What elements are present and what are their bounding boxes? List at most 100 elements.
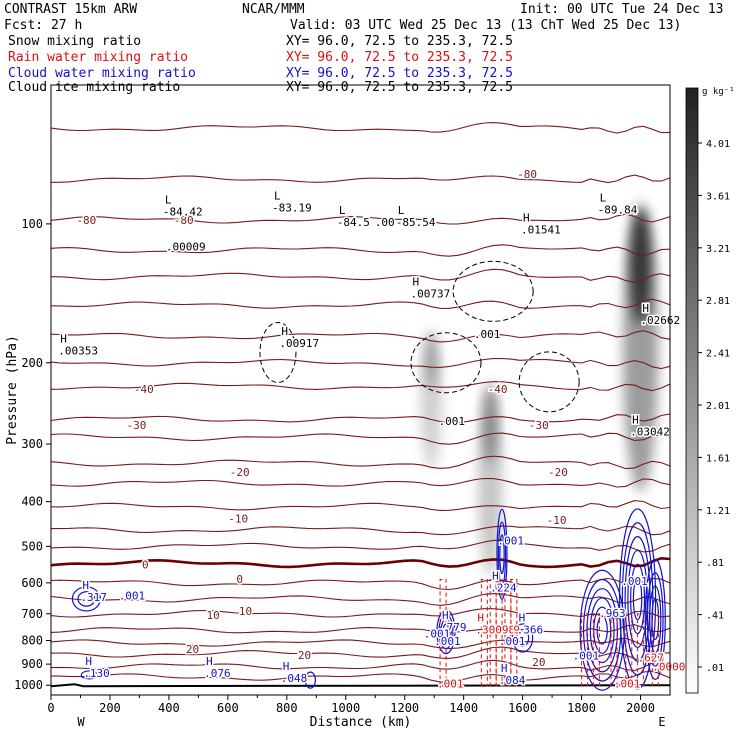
cloud-water-contour-8-0	[80, 670, 98, 680]
isotherm-label-13: 10	[206, 609, 219, 622]
isotherm-label-11: 0	[142, 559, 149, 572]
y-tick-label-6: 700	[21, 607, 43, 621]
colorbar-unit: g kg⁻¹	[702, 87, 735, 97]
x-tick-label-2: 400	[158, 701, 180, 715]
cloud-water-contours	[71, 508, 666, 691]
isotherm-line-16	[50, 556, 671, 569]
rain-contour-7	[592, 613, 600, 687]
extrema-value-19: .001	[424, 627, 451, 640]
extrema-value-20: .001	[434, 635, 461, 648]
extrema-value-16: .317	[80, 591, 107, 604]
isotherm-line-4	[50, 268, 671, 283]
x-tick-label-7: 1400	[449, 701, 478, 715]
cloud-water-contour-2-0	[496, 508, 508, 600]
isotherm-line-9	[50, 413, 671, 424]
colorbar-gradient	[685, 87, 699, 694]
cloud-water-contour-2-2	[499, 534, 505, 575]
rain-contour-10	[637, 613, 645, 687]
x-end-label-west: W	[77, 715, 85, 729]
center-title: NCAR/MMM	[242, 2, 305, 17]
isotherm-line-3	[50, 244, 671, 257]
cloud-water-contour-5-2	[624, 536, 651, 662]
y-tick-label-7: 800	[21, 634, 43, 648]
cloud-water-contour-6-0	[644, 558, 666, 681]
rain-contour-9	[625, 613, 633, 687]
extrema-marker-22: H	[519, 612, 526, 625]
isotherm-line-21	[50, 637, 671, 650]
extrema-value-8: .02662	[640, 314, 680, 327]
terrain-line	[50, 683, 671, 688]
forecast-hour: Fcst: 27 h	[4, 18, 83, 33]
extrema-value2-21: 9	[513, 624, 520, 637]
colorbar-tick-label-5: 2.01	[706, 401, 730, 412]
isotherm-label-12: 0	[236, 573, 243, 586]
isotherm-line-22	[50, 646, 671, 661]
extrema-marker-9: H	[60, 332, 67, 345]
y-tick-label-3: 400	[21, 495, 43, 509]
extrema-value-6: .01541	[521, 224, 561, 237]
extrema-value-22: .366	[517, 624, 544, 637]
extrema-marker-8: H	[642, 302, 649, 315]
extrema-marker-3: L	[339, 204, 346, 217]
y-tick-label-4: 500	[21, 539, 43, 553]
x-tick-label-0: 0	[47, 701, 54, 715]
extrema-value-1: .00009	[166, 240, 206, 253]
extrema-value-18: .779	[440, 621, 467, 634]
colorbar-tick-label-0: 4.01	[706, 139, 730, 150]
cloud-water-contour-4-3	[589, 597, 615, 664]
y-tick-label-8: 900	[21, 657, 43, 671]
isotherm-line-0	[50, 122, 671, 134]
extrema-value-23: .001	[499, 635, 526, 648]
x-end-label-east: E	[658, 715, 665, 729]
colorbar-tick-label-9: .41	[706, 611, 724, 622]
isotherm-line-1	[51, 174, 671, 184]
isotherm-line-14	[51, 525, 671, 536]
cloud-water-contour-6-1	[646, 572, 664, 667]
colorbar-tick-label-3: 2.81	[706, 296, 730, 307]
contour-labels: -80 -80 -80 -40 -40 -30 -30 -20 -20 -10 -10 0 0 10 10 2…	[57, 167, 687, 693]
cloud-water-contour-5-1	[621, 522, 654, 676]
extrema-value-13: .03042	[630, 426, 670, 439]
x-tick-label-3: 600	[217, 701, 239, 715]
isotherm-label-10: -10	[547, 514, 567, 527]
cloud-ice-contour-2	[452, 260, 534, 322]
extrema-value-5: .00737	[411, 288, 451, 301]
isotherm-label-7: -20	[230, 466, 250, 479]
isotherm-label-16: 20	[298, 649, 311, 662]
isotherm-line-7	[50, 357, 671, 370]
extrema-marker-15: H	[492, 569, 499, 582]
extrema-value-26: .001	[573, 649, 600, 662]
extrema-value2-3: .00	[375, 216, 395, 229]
extrema-value-32: .084	[499, 674, 526, 687]
temperature-contours	[50, 122, 671, 688]
extrema-value-33: .001	[437, 678, 464, 691]
extrema-marker-7: L	[600, 191, 607, 204]
legend-cloud-water-xy: XY= 96.0, 72.5 to 235.3, 72.5	[286, 66, 513, 81]
cloud-ice-contour-1	[410, 332, 482, 394]
isotherm-line-11	[50, 455, 671, 470]
extrema-marker-4: L	[398, 204, 405, 217]
isotherm-line-19	[50, 608, 671, 620]
isotherm-line-6	[50, 330, 671, 343]
legend-rain-label: Rain water mixing ratio	[8, 50, 189, 65]
snow-core-1	[482, 385, 498, 464]
colorbar-tick-label-10: .01	[706, 663, 724, 674]
x-tick-label-1: 200	[99, 701, 121, 715]
y-tick-label-2: 300	[21, 437, 43, 451]
isotherm-label-1: -80	[174, 214, 194, 227]
y-tick-label-1: 200	[21, 356, 43, 370]
isotherm-label-9: -10	[228, 512, 248, 525]
isotherm-line-23	[50, 659, 671, 672]
model-title: CONTRAST 15km ARW	[4, 2, 138, 17]
extrema-value-12: .001	[474, 328, 501, 341]
isotherm-label-15: 20	[186, 643, 199, 656]
rain-water-contours	[439, 579, 659, 687]
extrema-value-15: .224	[490, 581, 517, 594]
x-tick-label-8: 1600	[508, 701, 537, 715]
extrema-marker-10: H	[281, 325, 288, 338]
y-tick-label-9: 1000	[14, 678, 43, 692]
cloud-water-contour-4-5	[596, 615, 608, 645]
cloud-ice-contour-3	[518, 351, 580, 413]
isotherm-line-13	[50, 500, 671, 511]
colorbar-tick-label-6: 1.61	[706, 453, 730, 464]
